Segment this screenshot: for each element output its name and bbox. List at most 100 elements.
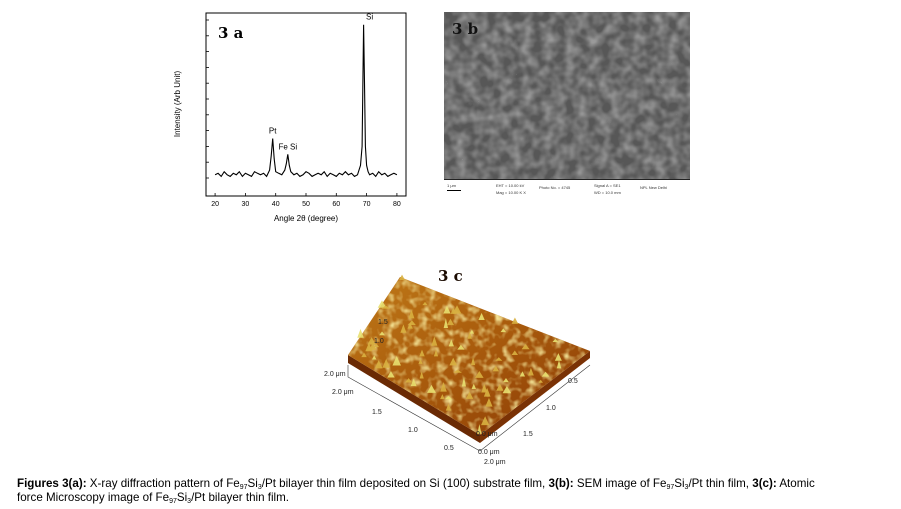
afm-peak (410, 378, 417, 387)
afm-peak (492, 365, 500, 372)
afm-peak (478, 312, 485, 320)
afm-axis-label-12: 1.5 (378, 319, 388, 326)
afm-peak (465, 391, 474, 399)
afm-peak (552, 338, 559, 343)
afm-axis-label-11: 0.5 (568, 378, 578, 385)
caption-label-a: Figures 3(a): (17, 477, 87, 490)
afm-peak (556, 360, 562, 369)
afm-peak (481, 383, 488, 393)
afm-axis-label-5: 0.5 (444, 445, 454, 452)
sem-micrograph: 3 b (444, 12, 690, 179)
afm-axis-label-2: 2.0 μm (332, 389, 354, 396)
afm-axis-label-4: 1.0 (408, 427, 418, 434)
xrd-series-line (214, 24, 398, 178)
afm-peak (367, 337, 376, 345)
xrd-peak-label: Si (366, 13, 373, 22)
afm-peak (361, 352, 367, 358)
xrd-x-tick-label: 20 (211, 201, 219, 208)
caption-text: SEM image of Fe (573, 477, 667, 490)
afm-peak (483, 387, 491, 397)
afm-peak (496, 383, 504, 391)
afm-peak (392, 356, 401, 366)
afm-peak (418, 359, 423, 364)
caption-subscript: 97 (169, 498, 177, 505)
afm-peak (485, 397, 493, 407)
afm-peak (374, 359, 383, 369)
xrd-x-tick-label: 50 (302, 201, 310, 208)
afm-peak (422, 301, 428, 306)
afm-peak (382, 358, 391, 368)
sem-image: 3 b 1 μm EHT = 10.00 kV Mag = 10.00 K X … (444, 12, 690, 198)
sem-scale-bar (447, 190, 461, 191)
panel-a-label: 3 a (218, 24, 244, 42)
afm-peak (387, 371, 395, 378)
afm-axis-label-13: 1.0 (374, 338, 384, 345)
afm-peak (357, 328, 364, 338)
caption-text: force Microscopy image of Fe (17, 491, 170, 504)
afm-peak (511, 317, 519, 324)
caption-subscript: 3 (187, 498, 192, 505)
afm-axis-label-6: 0.0 μm (476, 431, 498, 438)
panel-c-label: 3 c (438, 267, 463, 285)
caption-text: Si (176, 491, 188, 504)
afm-peak (495, 357, 503, 361)
afm-axis-label-10: 1.0 (546, 405, 556, 412)
afm-surface-side (348, 355, 480, 443)
afm-peak (467, 331, 472, 339)
xrd-x-tick-label: 40 (272, 201, 280, 208)
afm-peak (453, 369, 462, 373)
xrd-x-tick-label: 60 (332, 201, 340, 208)
afm-peak (511, 350, 519, 355)
caption-subscript: 97 (666, 484, 675, 491)
xrd-peak-label: Pt (269, 127, 277, 136)
afm-peak (377, 300, 387, 308)
afm-peak (448, 339, 454, 347)
afm-peak (470, 357, 476, 366)
afm-peak (381, 305, 391, 309)
afm-peak (443, 305, 451, 314)
caption-text: Atomic (776, 477, 815, 490)
xrd-x-tick-label: 80 (393, 201, 401, 208)
xrd-y-ticks (206, 19, 209, 179)
caption-subscript: 3 (684, 484, 689, 491)
caption-subscript: 97 (239, 484, 248, 491)
afm-surface-side-right (480, 351, 590, 443)
afm-peak (419, 349, 425, 357)
afm-peak (419, 371, 424, 379)
caption-text: /Pt thin film, (688, 477, 753, 490)
afm-peak (399, 274, 405, 280)
sem-info-eht: EHT = 10.00 kV (496, 183, 525, 188)
afm-peak (500, 328, 507, 333)
sem-info-wd: WD = 10.0 mm (594, 190, 621, 195)
afm-peak (443, 318, 449, 329)
afm-peak (446, 318, 455, 326)
afm-peak (449, 357, 458, 366)
afm-peak (541, 371, 550, 377)
caption-text: Si (674, 477, 685, 490)
afm-peak (404, 378, 413, 383)
xrd-x-ticks: 20 30 40 50 60 70 80 (211, 193, 401, 208)
afm-axis-left (347, 365, 481, 452)
afm-peak (445, 403, 452, 411)
afm-peak (521, 343, 530, 350)
afm-peak (407, 322, 413, 329)
afm-peak (372, 355, 377, 360)
sem-info-signal: Signal A = SE1 (594, 183, 621, 188)
afm-peak (440, 382, 447, 392)
afm-3d-image: 3 c 2.0 μm 2.0 μm 1.5 1.0 0.5 0.0 μm 0.0… (324, 267, 591, 466)
afm-peak (502, 386, 512, 394)
panel-b-label: 3 b (452, 20, 478, 38)
xrd-y-label: Intensity (Arb Unit) (173, 71, 182, 138)
sem-info-bar: 1 μm EHT = 10.00 kV Mag = 10.00 K X Phot… (444, 179, 690, 198)
afm-peak (433, 349, 439, 357)
afm-peak (452, 305, 462, 314)
afm-axis-label-1: 2.0 μm (324, 371, 346, 378)
afm-peak (528, 367, 534, 376)
afm-peak (379, 331, 385, 336)
afm-peak (373, 343, 380, 348)
afm-peak (400, 324, 407, 333)
caption-label-b: 3(b): (548, 477, 574, 490)
caption-text: /Pt bilayer thin film. (191, 491, 290, 504)
